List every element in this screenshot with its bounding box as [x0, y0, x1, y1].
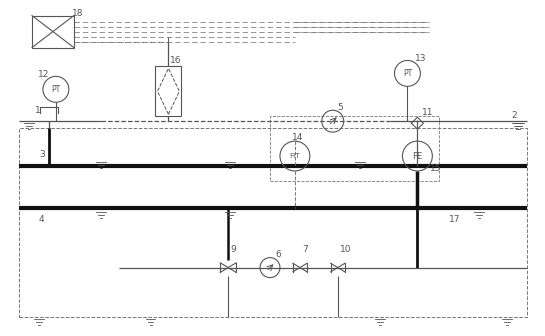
Bar: [32, 16, 74, 47]
Bar: [19, 128, 527, 318]
Text: FE: FE: [413, 152, 422, 161]
Text: 11: 11: [422, 108, 434, 117]
Text: 1: 1: [35, 106, 41, 115]
Bar: [155, 67, 181, 116]
Text: 4: 4: [39, 215, 45, 224]
Text: PT: PT: [51, 85, 60, 94]
Text: 3: 3: [39, 150, 45, 159]
Text: 9: 9: [230, 245, 236, 254]
Text: 12: 12: [38, 70, 50, 79]
Bar: [270, 116, 439, 181]
Text: 13: 13: [415, 54, 427, 63]
Text: FIT: FIT: [289, 153, 300, 159]
Text: 6: 6: [275, 250, 281, 259]
Text: 18: 18: [72, 9, 83, 18]
Text: PT: PT: [403, 69, 412, 78]
Text: 17: 17: [449, 215, 461, 224]
Text: 14: 14: [292, 133, 304, 142]
Text: 15: 15: [431, 165, 442, 173]
Text: 16: 16: [171, 56, 182, 65]
Text: 2: 2: [511, 111, 517, 120]
Text: 10: 10: [340, 245, 351, 254]
Text: 5: 5: [338, 103, 343, 112]
Text: 7: 7: [302, 245, 307, 254]
